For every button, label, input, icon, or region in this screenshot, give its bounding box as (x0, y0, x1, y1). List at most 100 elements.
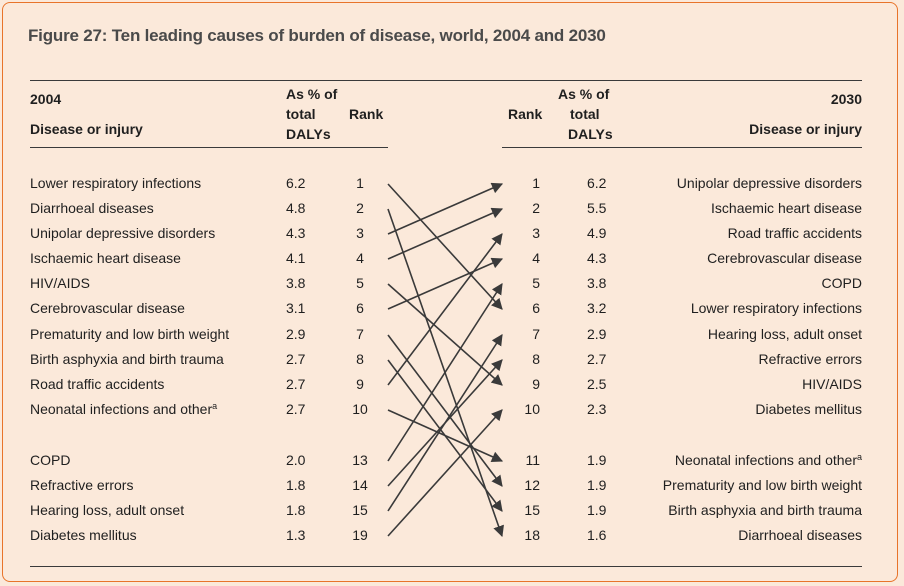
right-rank-value: 9 (532, 376, 540, 392)
left-pct-label-2: total (286, 106, 316, 122)
right-disease-name: Unipolar depressive disorders (676, 175, 862, 191)
right-pct-value: 1.6 (587, 527, 607, 543)
right-rank-value: 2 (532, 200, 540, 216)
right-rank-value: 6 (532, 300, 540, 316)
right-disease-name: HIV/AIDS (802, 376, 862, 392)
left-disease-label: Disease or injury (30, 121, 143, 137)
left-disease-name: Birth asphyxia and birth trauma (30, 351, 224, 367)
left-pct-value: 2.7 (286, 401, 306, 417)
left-year: 2004 (30, 91, 62, 107)
left-rank-value: 19 (352, 527, 368, 543)
right-disease-name: Diabetes mellitus (755, 401, 862, 417)
left-pct-value: 6.2 (286, 175, 306, 191)
rank-arrow (387, 207, 504, 260)
right-disease-name: Neonatal infections and othera (674, 452, 862, 468)
right-disease-name: Diarrhoeal diseases (738, 527, 862, 543)
bottom-rule (30, 566, 862, 567)
left-disease-name: Hearing loss, adult onset (30, 502, 185, 518)
right-disease-name: Cerebrovascular disease (707, 250, 862, 266)
right-rank-value: 11 (525, 452, 540, 468)
left-rank-value: 13 (352, 452, 368, 468)
rank-arrow (387, 334, 503, 487)
right-header-rule (502, 147, 862, 148)
left-disease-name: Refractive errors (30, 477, 134, 493)
right-rank-value: 3 (532, 225, 540, 241)
right-pct-value: 6.2 (587, 175, 607, 191)
right-disease-name: Lower respiratory infections (690, 300, 862, 316)
right-pct-label-2: total (570, 106, 600, 122)
left-rank-label: Rank (349, 106, 384, 122)
left-disease-name: Prematurity and low birth weight (30, 326, 230, 342)
left-disease-name: Road traffic accidents (30, 376, 165, 392)
left-pct-label-3: DALYs (286, 126, 331, 142)
right-pct-value: 5.5 (587, 200, 607, 216)
right-disease-name: Birth asphyxia and birth trauma (668, 502, 862, 518)
rank-arrow (387, 334, 503, 512)
right-rank-value: 8 (532, 351, 540, 367)
left-header-rule (30, 147, 388, 148)
left-pct-value: 2.7 (286, 351, 306, 367)
left-disease-name: Diarrhoeal diseases (30, 200, 154, 216)
figure-title: Figure 27: Ten leading causes of burden … (28, 26, 606, 45)
rank-arrow (387, 409, 504, 462)
right-rank-value: 5 (532, 275, 540, 291)
right-disease-label: Disease or injury (749, 121, 862, 137)
right-pct-value: 2.9 (587, 326, 607, 342)
footnote-marker: a (856, 452, 862, 462)
right-pct-value: 3.2 (587, 300, 607, 316)
left-disease-name: Neonatal infections and othera (30, 401, 218, 417)
rank-arrow (387, 283, 503, 386)
right-pct-value: 2.3 (587, 401, 607, 417)
left-disease-name: Ischaemic heart disease (30, 250, 181, 266)
right-pct-value: 1.9 (587, 502, 607, 518)
left-pct-value: 1.3 (286, 527, 306, 543)
left-rank-value: 6 (356, 300, 364, 316)
left-pct-value: 2.7 (286, 376, 306, 392)
left-rank-value: 7 (356, 326, 364, 342)
right-pct-value: 4.3 (587, 250, 607, 266)
right-disease-name: COPD (821, 275, 862, 291)
left-rank-value: 2 (356, 200, 364, 216)
right-rank-value: 4 (532, 250, 540, 266)
right-disease-name: Refractive errors (758, 351, 862, 367)
right-rank-value: 7 (532, 326, 540, 342)
right-disease-name: Road traffic accidents (727, 225, 862, 241)
rank-arrow (387, 409, 503, 537)
left-rank-value: 15 (352, 502, 368, 518)
right-pct-value: 2.7 (587, 351, 607, 367)
left-pct-value: 4.8 (286, 200, 306, 216)
right-pct-label-1: As % of (558, 86, 610, 102)
right-pct-value: 1.9 (587, 452, 607, 468)
right-rank-value: 18 (524, 527, 540, 543)
footnote-marker: a (212, 401, 218, 411)
right-pct-value: 3.8 (587, 275, 607, 291)
right-disease-name: Ischaemic heart disease (711, 200, 862, 216)
right-rank-value: 12 (524, 477, 540, 493)
rank-arrow (387, 233, 503, 386)
left-pct-label-1: As % of (286, 86, 338, 102)
rank-arrow (387, 182, 504, 235)
left-rank-value: 5 (356, 275, 364, 291)
left-rank-value: 9 (356, 376, 364, 392)
left-disease-name: Lower respiratory infections (30, 175, 202, 191)
left-disease-name: HIV/AIDS (30, 275, 90, 291)
left-pct-value: 2.9 (286, 326, 306, 342)
left-disease-name: COPD (30, 452, 71, 468)
rank-arrow (387, 283, 503, 462)
right-rank-label: Rank (508, 106, 543, 122)
left-pct-value: 1.8 (286, 502, 306, 518)
left-pct-value: 1.8 (286, 477, 306, 493)
left-disease-name: Unipolar depressive disorders (30, 225, 216, 241)
rank-arrow (387, 257, 504, 310)
right-pct-value: 1.9 (587, 477, 607, 493)
right-rank-value: 10 (524, 401, 540, 417)
left-disease-name: Diabetes mellitus (30, 527, 137, 543)
left-pct-value: 2.0 (286, 452, 306, 468)
left-rank-value: 8 (356, 351, 364, 367)
right-pct-value: 2.5 (587, 376, 607, 392)
left-pct-value: 4.1 (286, 250, 306, 266)
left-rank-value: 4 (356, 250, 364, 266)
right-year: 2030 (830, 91, 862, 107)
